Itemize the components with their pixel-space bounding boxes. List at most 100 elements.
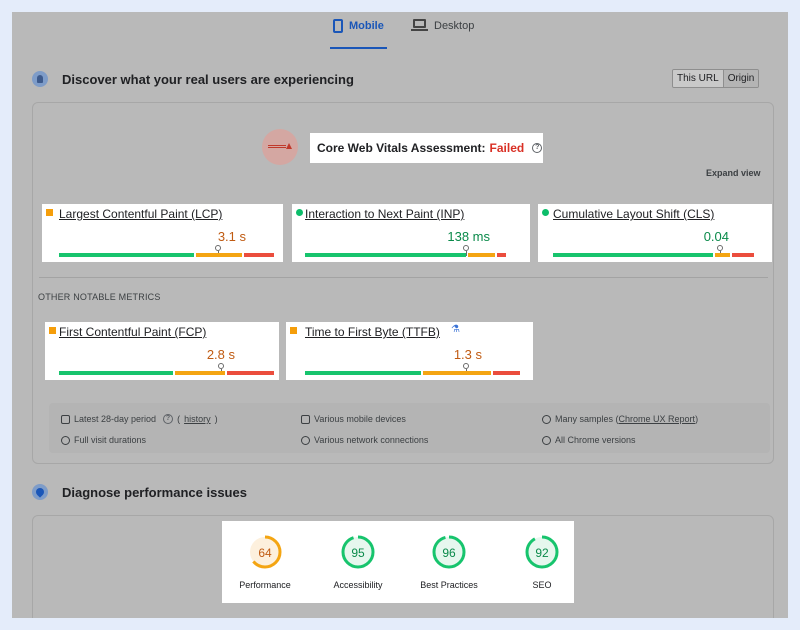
distribution-bar: [59, 371, 274, 375]
score-value: 96: [442, 546, 456, 560]
score-value: 92: [535, 546, 549, 560]
origin-option[interactable]: Origin: [723, 70, 759, 87]
info-chrome-versions-text: All Chrome versions: [555, 435, 636, 445]
paren-open: (: [177, 414, 181, 424]
diagnose-panel: [32, 515, 774, 618]
score-arc: [341, 535, 375, 569]
info-devices: Various mobile devices: [301, 414, 406, 424]
metric-card-cls: Cumulative Layout Shift (CLS) 0.04: [538, 204, 772, 262]
url-origin-toggle[interactable]: This URL Origin: [672, 69, 760, 88]
assessment-box: Core Web Vitals Assessment: Failed ?: [310, 133, 543, 163]
info-chrome-versions: All Chrome versions: [542, 435, 636, 445]
metric-card-fcp: First Contentful Paint (FCP) 2.8 s: [45, 322, 279, 380]
rating-good-icon: [296, 209, 303, 216]
metric-card-inp: Interaction to Next Paint (INP) 138 ms: [292, 204, 530, 262]
field-data-panel: [32, 102, 774, 464]
distribution-bar: [59, 253, 274, 257]
distribution-marker: [215, 245, 221, 256]
info-visit-durations: Full visit durations: [61, 435, 146, 445]
tab-mobile[interactable]: Mobile: [330, 19, 387, 49]
metric-name-link[interactable]: Interaction to Next Paint (INP): [305, 207, 465, 221]
score-ring: [341, 535, 375, 569]
devices-icon: [301, 414, 310, 424]
rating-average-icon: [290, 327, 297, 334]
score-gauges: 64 Performance 95 Accessibility 96 Best Pract…: [222, 521, 574, 603]
gauge-icon: [32, 484, 48, 500]
metric-card-ttfb: Time to First Byte (TTFB) ⚗ 1.3 s: [286, 322, 533, 380]
score-label: SEO: [532, 580, 552, 590]
score-ring: [525, 535, 559, 569]
score-arc: [525, 535, 559, 569]
flask-icon: ⚗: [451, 324, 460, 335]
distribution-marker: [463, 245, 469, 256]
score-gauge-seo[interactable]: 92 SEO: [502, 533, 582, 590]
score-label: Best Practices: [420, 580, 478, 590]
samples-icon: [542, 414, 551, 424]
users-icon: [32, 71, 48, 87]
distribution-marker: [717, 245, 723, 256]
pagespeed-report: Mobile Desktop Discover what your real u…: [12, 12, 788, 618]
help-icon[interactable]: ?: [532, 143, 543, 153]
metric-name-link[interactable]: Cumulative Layout Shift (CLS): [553, 207, 715, 221]
score-gauge-best-practices[interactable]: 96 Best Practices: [409, 533, 489, 590]
score-label: Performance: [239, 580, 291, 590]
score-ring: [248, 535, 282, 569]
help-icon[interactable]: ?: [163, 414, 174, 424]
info-visit-durations-text: Full visit durations: [74, 435, 147, 445]
this-url-option[interactable]: This URL: [673, 70, 724, 87]
score-ring: [432, 535, 466, 569]
metric-name-link[interactable]: First Contentful Paint (FCP): [59, 325, 207, 339]
metric-value: 138 ms: [447, 229, 490, 244]
tab-desktop-label: Desktop: [434, 20, 475, 32]
rating-average-icon: [49, 327, 56, 334]
info-period: Latest 28-day period ? (history): [61, 414, 218, 424]
info-period-text: Latest 28-day period: [74, 414, 157, 424]
assessment-badge-icon: [262, 129, 298, 165]
wifi-icon: [301, 435, 310, 445]
crux-report-link[interactable]: Chrome UX Report: [618, 414, 696, 424]
metric-name-link[interactable]: Largest Contentful Paint (LCP): [59, 207, 223, 221]
chrome-icon: [542, 435, 551, 445]
distribution-marker: [463, 363, 469, 374]
timer-icon: [61, 435, 70, 445]
distribution-bar: [305, 371, 520, 375]
expand-view-button[interactable]: Expand view: [706, 168, 761, 178]
metric-value: 3.1 s: [217, 229, 246, 244]
diagnose-section-title: Diagnose performance issues: [62, 485, 247, 500]
info-samples-close: ): [695, 414, 699, 424]
info-network-text: Various network connections: [314, 435, 429, 445]
assessment-label: Core Web Vitals Assessment:: [317, 141, 486, 155]
score-value: 95: [351, 546, 365, 560]
score-gauge-accessibility[interactable]: 95 Accessibility: [318, 533, 398, 590]
distribution-bar: [553, 253, 754, 257]
field-section-title: Discover what your real users are experi…: [62, 72, 354, 87]
tab-mobile-label: Mobile: [349, 20, 384, 32]
distribution-bar: [305, 253, 506, 257]
info-samples-text: Many samples (: [555, 414, 619, 424]
metric-value: 2.8 s: [206, 347, 235, 362]
score-arc: [432, 535, 466, 569]
score-arc: [248, 535, 282, 569]
metric-value: 0.04: [703, 229, 729, 244]
phone-icon: [333, 19, 343, 33]
metric-name-link[interactable]: Time to First Byte (TTFB): [305, 325, 440, 339]
paren-close: ): [214, 414, 218, 424]
distribution-marker: [218, 363, 224, 374]
history-link[interactable]: history: [184, 414, 211, 424]
metric-value: 1.3 s: [453, 347, 482, 362]
score-value: 64: [258, 546, 272, 560]
info-samples: Many samples (Chrome UX Report): [542, 414, 698, 424]
info-devices-text: Various mobile devices: [314, 414, 406, 424]
rating-good-icon: [542, 209, 549, 216]
rating-average-icon: [46, 209, 53, 216]
laptop-icon: [411, 19, 428, 32]
section-divider: [39, 277, 768, 278]
tab-desktop[interactable]: Desktop: [411, 19, 475, 48]
assessment-status: Failed: [489, 141, 525, 155]
score-label: Accessibility: [333, 580, 383, 590]
data-info-box: [49, 403, 770, 453]
other-metrics-title: OTHER NOTABLE METRICS: [38, 292, 161, 302]
score-gauge-performance[interactable]: 64 Performance: [225, 533, 305, 590]
metric-card-lcp: Largest Contentful Paint (LCP) 3.1 s: [42, 204, 283, 262]
info-network: Various network connections: [301, 435, 428, 445]
